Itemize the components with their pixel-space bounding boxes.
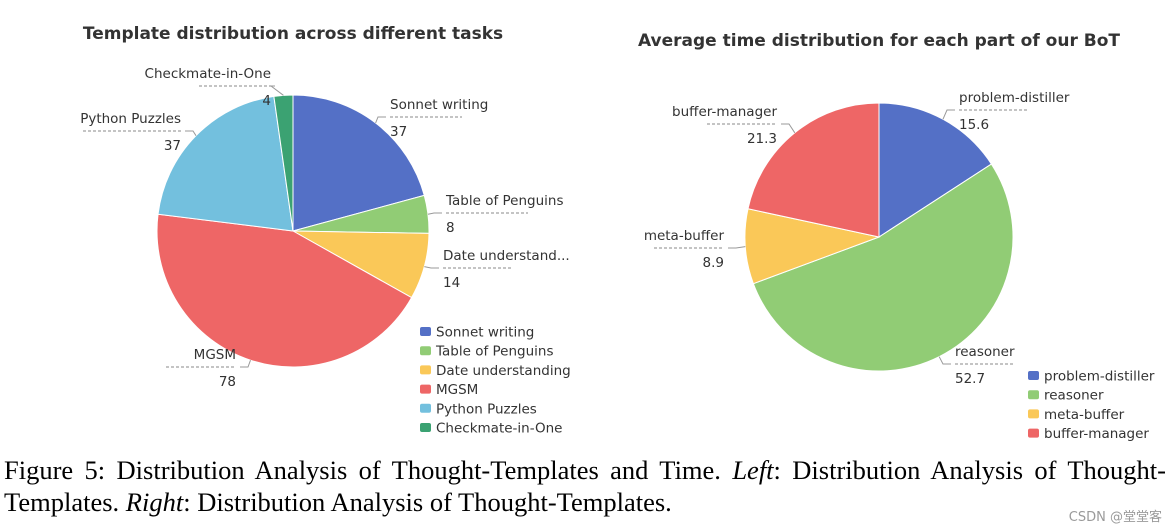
- slice-value-sonnet-writing: 37: [390, 124, 407, 140]
- legend-swatch: [1028, 390, 1039, 400]
- caption-left-word: Left: [732, 455, 774, 485]
- caption-right-word: Right: [125, 487, 184, 517]
- legend-item-reasoner[interactable]: reasoner: [1028, 388, 1104, 404]
- legend-item-mgsm[interactable]: MGSM: [420, 382, 478, 398]
- slice-label-date-understanding: Date understand...: [443, 248, 570, 264]
- legend-label: reasoner: [1044, 388, 1104, 404]
- legend-label: Date understanding: [436, 363, 571, 379]
- legend-label: Checkmate-in-One: [436, 421, 562, 437]
- caption-suffix: : Distribution Analysis of Thought-Templ…: [183, 487, 672, 517]
- slice-value-python-puzzles: 37: [164, 138, 181, 154]
- slice-label-mgsm: MGSM: [194, 347, 236, 363]
- leader-line-reasoner: [938, 356, 951, 365]
- caption-middle: : Distribution Analysis of Thought-Templ…: [4, 455, 1166, 517]
- slice-value-mgsm: 78: [219, 374, 236, 390]
- legend-label: meta-buffer: [1044, 407, 1125, 423]
- legend-item-meta-buffer[interactable]: meta-buffer: [1028, 407, 1125, 423]
- pie-slice-buffer-manager: [747, 102, 880, 238]
- slice-value-checkmate-in-one: 4: [262, 93, 271, 109]
- legend-item-sonnet-writing[interactable]: Sonnet writing: [420, 325, 534, 341]
- slice-value-problem-distiller: 15.6: [959, 117, 989, 133]
- leader-line-sonnet-writing: [375, 116, 386, 124]
- legend-swatch: [1028, 371, 1039, 380]
- legend-swatch: [420, 403, 431, 413]
- pie-slice-reasoner: [752, 163, 1014, 372]
- legend-item-checkmate-in-one[interactable]: Checkmate-in-One: [420, 421, 562, 437]
- slice-label-meta-buffer: meta-buffer: [644, 228, 725, 244]
- legend-label: Table of Penguins: [435, 344, 554, 360]
- slice-value-table-of-penguins: 8: [446, 220, 455, 236]
- leader-line-table-of-penguins: [427, 212, 442, 215]
- legend-item-buffer-manager[interactable]: buffer-manager: [1028, 426, 1149, 442]
- slice-value-date-understanding: 14: [443, 275, 460, 291]
- pie-slice-python-puzzles: [157, 95, 294, 232]
- slice-value-meta-buffer: 8.9: [703, 255, 724, 271]
- legend-swatch: [420, 346, 431, 356]
- legend-label: Sonnet writing: [436, 325, 534, 341]
- slice-label-reasoner: reasoner: [955, 344, 1015, 360]
- leader-line-mgsm: [240, 360, 251, 368]
- leader-line-checkmate-in-one: [269, 85, 284, 96]
- pie-slice-mgsm: [156, 213, 413, 368]
- legend-item-problem-distiller[interactable]: problem-distiller: [1028, 369, 1155, 385]
- chart-title-left: Template distribution across different t…: [83, 24, 503, 44]
- legend-label: Python Puzzles: [436, 401, 537, 417]
- leader-line-buffer-manager: [781, 123, 796, 134]
- pie-chart-right: problem-distiller 15.6 reasoner 52.7 meta-bu…: [644, 90, 1155, 442]
- leader-line-python-puzzles: [185, 130, 197, 136]
- slice-value-reasoner: 52.7: [955, 371, 985, 387]
- legend-swatch: [420, 384, 431, 394]
- slice-label-table-of-penguins: Table of Penguins: [445, 193, 564, 209]
- figure-caption: Figure 5: Distribution Analysis of Thoug…: [4, 454, 1166, 518]
- legend-swatch: [420, 327, 431, 336]
- slice-label-python-puzzles: Python Puzzles: [80, 111, 181, 127]
- watermark: CSDN @堂堂客: [1068, 510, 1162, 525]
- slice-label-checkmate-in-one: Checkmate-in-One: [145, 66, 271, 82]
- chart-title-right: Average time distribution for each part …: [638, 31, 1120, 51]
- pie-slice-problem-distiller: [878, 102, 993, 238]
- caption-prefix: Figure 5: Distribution Analysis of Thoug…: [4, 455, 733, 485]
- legend-label: buffer-manager: [1044, 426, 1149, 442]
- legend-item-python-puzzles[interactable]: Python Puzzles: [420, 401, 537, 417]
- legend-swatch: [420, 365, 431, 375]
- leader-line-problem-distiller: [942, 109, 955, 120]
- legend-swatch: [420, 423, 431, 432]
- legend-swatch: [1028, 409, 1039, 419]
- pie-chart-left: Sonnet writing 37 Table of Penguins 8 Date u…: [80, 66, 571, 437]
- legend-item-table-of-penguins[interactable]: Table of Penguins: [420, 344, 554, 360]
- legend-swatch: [1028, 428, 1039, 438]
- slice-label-sonnet-writing: Sonnet writing: [390, 97, 488, 113]
- pie-slice-sonnet-writing: [292, 94, 425, 232]
- leader-line-date-understanding: [424, 266, 439, 269]
- slice-label-problem-distiller: problem-distiller: [959, 90, 1070, 106]
- slice-label-buffer-manager: buffer-manager: [672, 104, 777, 120]
- legend-item-date-understanding[interactable]: Date understanding: [420, 363, 571, 379]
- pie-slice-checkmate-in-one: [273, 94, 294, 232]
- slice-value-buffer-manager: 21.3: [747, 131, 777, 147]
- legend-label: MGSM: [436, 382, 478, 398]
- leader-line-meta-buffer: [728, 246, 746, 249]
- legend-label: problem-distiller: [1044, 369, 1155, 385]
